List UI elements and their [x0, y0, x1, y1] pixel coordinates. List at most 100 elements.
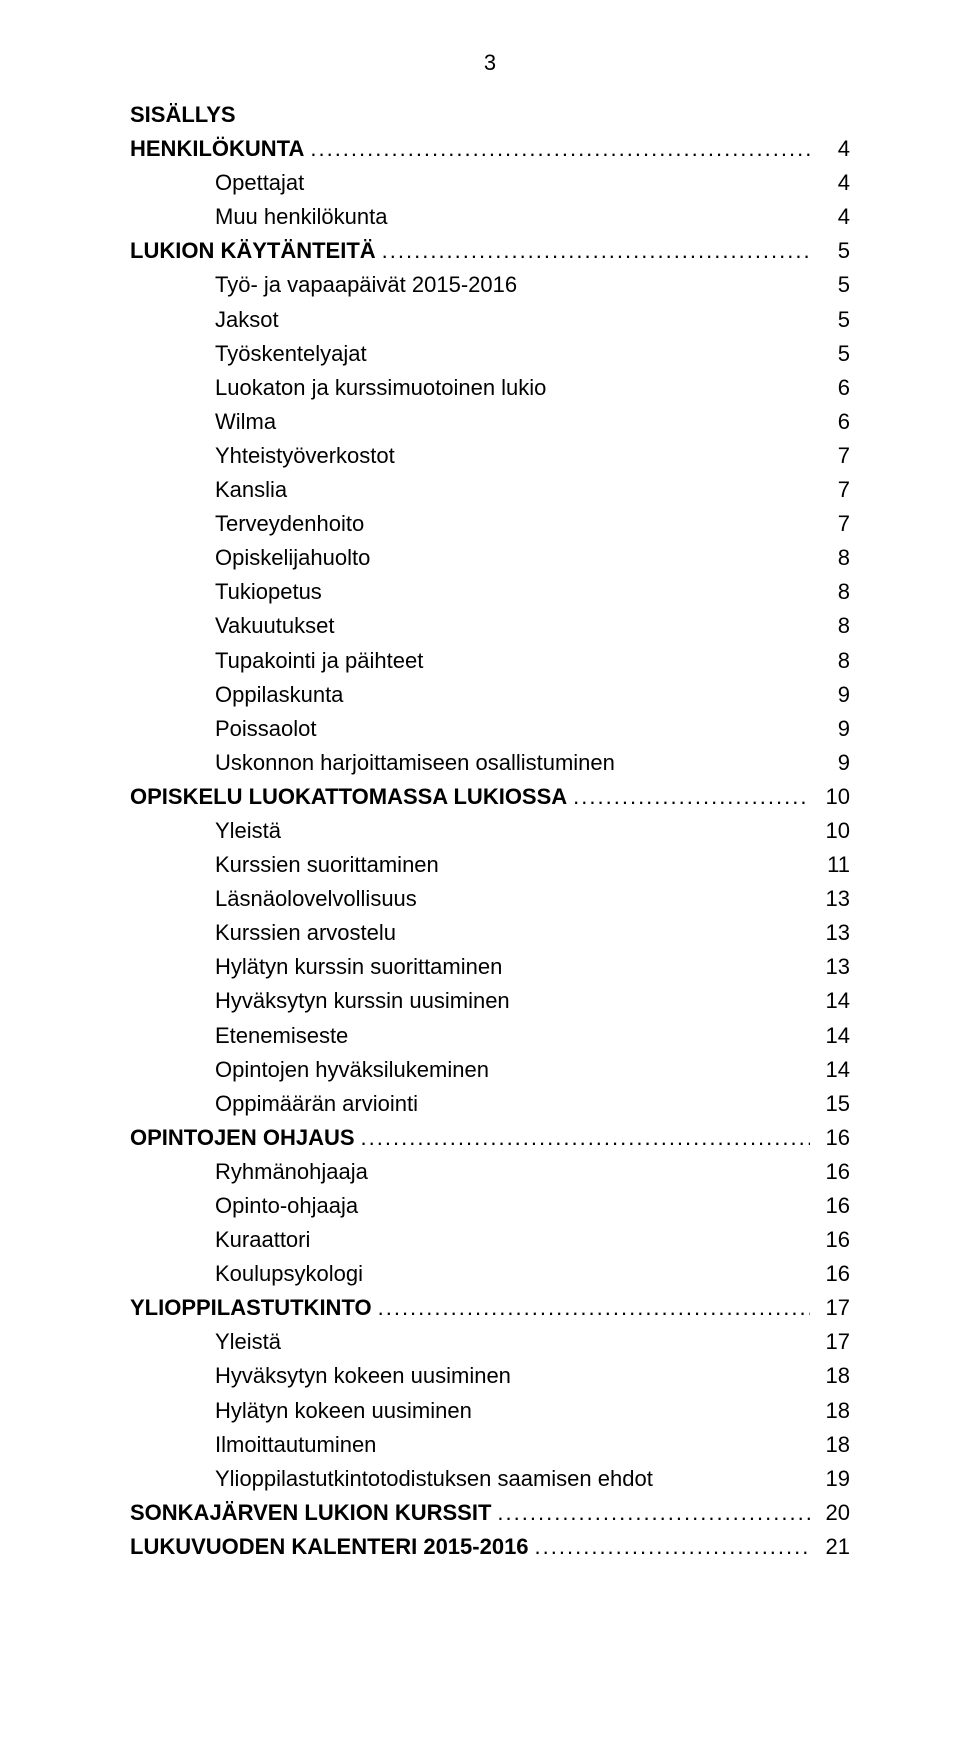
toc-page-number: 5 [810, 337, 850, 371]
toc-label: Opintojen hyväksilukeminen [130, 1053, 489, 1087]
toc-page-number: 17 [810, 1291, 850, 1325]
toc-page-number: 8 [810, 575, 850, 609]
toc-page-number: 9 [810, 712, 850, 746]
toc-label: Terveydenhoito [130, 507, 364, 541]
toc-line: Kurssien arvostelu 13 [130, 916, 850, 950]
toc-page-number: 10 [810, 780, 850, 814]
toc-label: Läsnäolovelvollisuus [130, 882, 417, 916]
toc-label: Vakuutukset [130, 609, 334, 643]
toc-label: Yleistä [130, 1325, 281, 1359]
toc-label: Kurssien suorittaminen [130, 848, 439, 882]
toc-page-number: 8 [810, 609, 850, 643]
toc-line: OPINTOJEN OHJAUS 16 [130, 1121, 850, 1155]
toc-line: Läsnäolovelvollisuus 13 [130, 882, 850, 916]
toc-line: Kuraattori 16 [130, 1223, 850, 1257]
toc-line: Etenemiseste14 [130, 1019, 850, 1053]
toc-label: Wilma [130, 405, 276, 439]
toc-line: Yhteistyöverkostot 7 [130, 439, 850, 473]
toc-label: Luokaton ja kurssimuotoinen lukio [130, 371, 546, 405]
toc-page-number: 16 [810, 1121, 850, 1155]
toc-line: Tukiopetus8 [130, 575, 850, 609]
toc-line: Ilmoittautuminen18 [130, 1428, 850, 1462]
toc-label: Kanslia [130, 473, 287, 507]
toc-label: Ylioppilastutkintotodistuksen saamisen e… [130, 1462, 653, 1496]
toc-page-number: 5 [810, 268, 850, 302]
toc-label: Uskonnon harjoittamiseen osallistuminen [130, 746, 615, 780]
toc-page-number: 11 [810, 848, 850, 882]
toc-line: Poissaolot 9 [130, 712, 850, 746]
toc-line: Opiskelijahuolto8 [130, 541, 850, 575]
toc-leader [376, 234, 810, 268]
toc-line: LUKION KÄYTÄNTEITÄ5 [130, 234, 850, 268]
toc-label: Hyväksytyn kokeen uusiminen [130, 1359, 511, 1393]
toc-page-number: 18 [810, 1359, 850, 1393]
toc-page-number: 4 [810, 166, 850, 200]
toc-line: Oppilaskunta9 [130, 678, 850, 712]
toc-line: Tupakointi ja päihteet8 [130, 644, 850, 678]
toc-label: HENKILÖKUNTA [130, 132, 304, 166]
toc-page-number: 4 [810, 200, 850, 234]
toc-page-number: 5 [810, 234, 850, 268]
page-number: 3 [130, 50, 850, 76]
toc-leader [491, 1496, 810, 1530]
toc-line: Vakuutukset 8 [130, 609, 850, 643]
toc-label: Kurssien arvostelu [130, 916, 396, 950]
toc-page-number: 14 [810, 1019, 850, 1053]
document-page: 3 SISÄLLYS HENKILÖKUNTA4Opettajat4Muu he… [0, 0, 960, 1762]
toc-line: Hyväksytyn kokeen uusiminen 18 [130, 1359, 850, 1393]
toc-line: HENKILÖKUNTA 4 [130, 132, 850, 166]
toc-line: Koulupsykologi16 [130, 1257, 850, 1291]
toc-line: Työskentelyajat5 [130, 337, 850, 371]
toc-line: Ryhmänohjaaja16 [130, 1155, 850, 1189]
toc-page-number: 7 [810, 507, 850, 541]
toc-page-number: 13 [810, 916, 850, 950]
toc-heading: SISÄLLYS [130, 98, 850, 132]
toc-line: YLIOPPILASTUTKINTO 17 [130, 1291, 850, 1325]
toc-page-number: 6 [810, 371, 850, 405]
toc-line: Terveydenhoito 7 [130, 507, 850, 541]
toc-page-number: 14 [810, 1053, 850, 1087]
toc-page-number: 7 [810, 473, 850, 507]
toc-line: Työ- ja vapaapäivät 2015-20165 [130, 268, 850, 302]
toc-line: Hylätyn kurssin suorittaminen13 [130, 950, 850, 984]
toc-line: Oppimäärän arviointi15 [130, 1087, 850, 1121]
toc-line: Wilma6 [130, 405, 850, 439]
toc-line: Hyväksytyn kurssin uusiminen14 [130, 984, 850, 1018]
toc-label: YLIOPPILASTUTKINTO [130, 1291, 372, 1325]
toc-page-number: 13 [810, 882, 850, 916]
toc-label: Muu henkilökunta [130, 200, 387, 234]
toc-label: Koulupsykologi [130, 1257, 363, 1291]
toc-line: Luokaton ja kurssimuotoinen lukio 6 [130, 371, 850, 405]
toc-label: Yhteistyöverkostot [130, 439, 395, 473]
toc-leader [372, 1291, 810, 1325]
toc-line: LUKUVUODEN KALENTERI 2015-201621 [130, 1530, 850, 1564]
toc-label: LUKUVUODEN KALENTERI 2015-2016 [130, 1530, 529, 1564]
toc-label: OPINTOJEN OHJAUS [130, 1121, 355, 1155]
toc-page-number: 13 [810, 950, 850, 984]
toc-label: Poissaolot [130, 712, 317, 746]
toc-page-number: 16 [810, 1155, 850, 1189]
toc-label: Ilmoittautuminen [130, 1428, 376, 1462]
toc-page-number: 16 [810, 1189, 850, 1223]
toc-page-number: 7 [810, 439, 850, 473]
toc-leader [355, 1121, 810, 1155]
toc-leader [304, 132, 810, 166]
toc-label: Hylätyn kokeen uusiminen [130, 1394, 472, 1428]
toc-leader [567, 780, 810, 814]
toc-line: SONKAJÄRVEN LUKION KURSSIT 20 [130, 1496, 850, 1530]
toc-label: OPISKELU LUOKATTOMASSA LUKIOSSA [130, 780, 567, 814]
toc-page-number: 4 [810, 132, 850, 166]
toc-line: Opinto-ohjaaja16 [130, 1189, 850, 1223]
toc-label: SONKAJÄRVEN LUKION KURSSIT [130, 1496, 491, 1530]
toc-line: Yleistä10 [130, 814, 850, 848]
toc-label: Opiskelijahuolto [130, 541, 370, 575]
toc-line: Hylätyn kokeen uusiminen 18 [130, 1394, 850, 1428]
toc-list: HENKILÖKUNTA4Opettajat4Muu henkilökunta4… [130, 132, 850, 1564]
toc-label: Kuraattori [130, 1223, 310, 1257]
toc-page-number: 20 [810, 1496, 850, 1530]
toc-label: Oppilaskunta [130, 678, 343, 712]
toc-page-number: 16 [810, 1223, 850, 1257]
toc-page-number: 18 [810, 1394, 850, 1428]
toc-page-number: 5 [810, 303, 850, 337]
toc-page-number: 10 [810, 814, 850, 848]
